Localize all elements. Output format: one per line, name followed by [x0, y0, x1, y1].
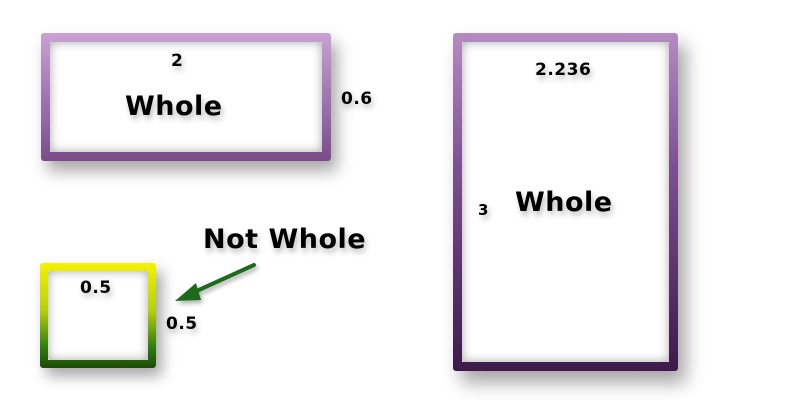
wide-rectangle-top-label: 2 — [171, 51, 184, 71]
wide-rectangle — [41, 33, 331, 161]
small-square — [40, 263, 156, 368]
not-whole-callout-label: Not Whole — [203, 224, 367, 255]
tall-rectangle — [453, 33, 678, 371]
wide-rectangle-center-label: Whole — [125, 91, 223, 122]
tall-rectangle-top-label: 2.236 — [535, 60, 592, 80]
small-square-top-label: 0.5 — [80, 278, 112, 298]
arrowhead-icon — [175, 283, 201, 301]
small-square-side-label: 0.5 — [166, 314, 198, 334]
arrow-shaft — [188, 263, 256, 296]
wide-rectangle-side-label: 0.6 — [341, 89, 373, 109]
tall-rectangle-side-label: 3 — [478, 201, 489, 219]
tall-rectangle-center-label: Whole — [515, 187, 613, 218]
